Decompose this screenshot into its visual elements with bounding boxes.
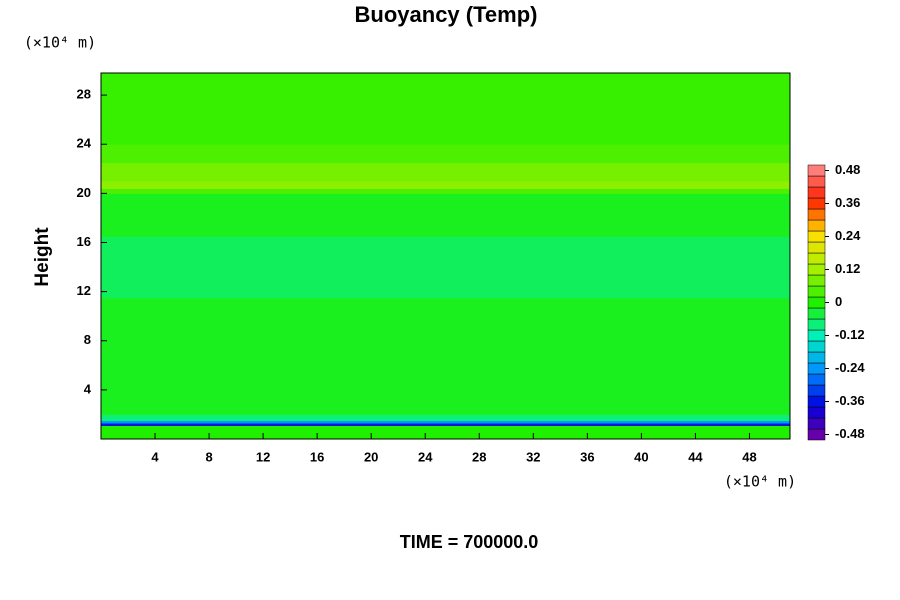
colorbar-swatch [807,395,826,408]
buoyancy-band [101,420,790,424]
colorbar-swatch [807,197,826,210]
buoyancy-band [101,425,790,440]
y-tick-label: 12 [77,283,91,298]
colorbar-swatch [807,186,826,199]
y-axis-label: Height [32,227,53,287]
y-tick-label: 20 [77,185,91,200]
colorbar-swatch [807,164,826,177]
x-tick-label: 12 [256,449,270,464]
colorbar-swatch [807,307,826,320]
buoyancy-band [101,423,790,426]
buoyancy-band [101,181,790,189]
colorbar-swatch [807,241,826,254]
x-tick-label: 40 [634,449,648,464]
buoyancy-band [101,188,790,194]
y-tick-label: 28 [77,87,91,102]
x-tick-label: 16 [310,449,324,464]
y-unit: (×10⁴ m) [24,34,96,52]
y-tick-label: 16 [77,234,91,249]
colorbar-swatch [807,384,826,397]
x-tick-label: 24 [418,449,433,464]
colorbar-swatch [807,340,826,353]
buoyancy-band [101,73,790,145]
colorbar-label: -0.12 [835,327,865,342]
colorbar-swatch [807,362,826,375]
colorbar-label: 0.36 [835,195,860,210]
colorbar-swatch [807,318,826,331]
x-tick-label: 8 [205,449,212,464]
colorbar-label: -0.24 [835,360,865,375]
x-tick-label: 44 [688,449,703,464]
x-tick-label: 36 [580,449,594,464]
colorbar-swatch [807,285,826,298]
colorbar-swatch [807,263,826,276]
colorbar-swatch [807,406,826,419]
colorbar-label: 0 [835,294,842,309]
colorbar-swatch [807,329,826,342]
buoyancy-band [101,162,790,182]
plot-frame [100,72,791,440]
colorbar-swatch [807,417,826,430]
x-tick-label: 32 [526,449,540,464]
colorbar-swatch [807,373,826,386]
x-tick-label: 48 [742,449,756,464]
x-tick-label: 28 [472,449,486,464]
buoyancy-band [101,236,790,299]
buoyancy-band [101,144,790,164]
colorbar-swatch [807,351,826,364]
colorbar-swatch [807,208,826,221]
buoyancy-band [101,297,790,415]
y-tick-label: 8 [84,332,91,347]
buoyancy-band [101,414,790,422]
colorbar-swatch [807,296,826,309]
colorbar-label: 0.24 [835,228,861,243]
colorbar-swatch [807,428,826,441]
buoyancy-band [101,193,790,237]
colorbar-swatch [807,175,826,188]
colorbar-swatch [807,230,826,243]
colorbar-label: 0.48 [835,162,860,177]
colorbar-swatch [807,274,826,287]
colorbar-swatch [807,219,826,232]
time-label: TIME = 700000.0 [400,532,539,552]
y-tick-label: 24 [77,136,92,151]
x-tick-label: 20 [364,449,378,464]
x-tick-label: 4 [151,449,159,464]
colorbar-label: -0.36 [835,393,865,408]
colorbar-label: 0.12 [835,261,860,276]
colorbar-label: -0.48 [835,426,865,441]
chart-title: Buoyancy (Temp) [355,2,538,27]
x-unit: (×10⁴ m) [724,473,796,491]
colorbar-swatch [807,252,826,265]
y-tick-label: 4 [84,381,92,396]
